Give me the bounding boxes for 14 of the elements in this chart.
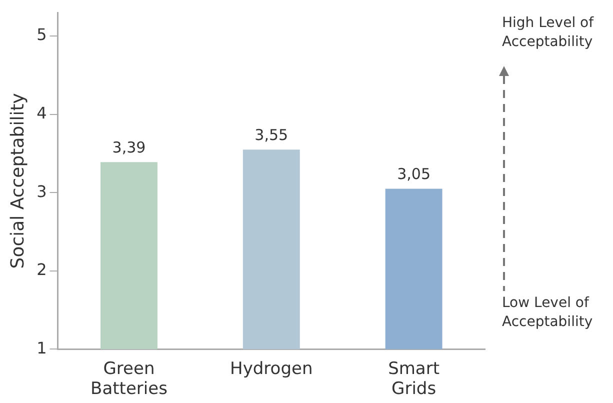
text: High Level of Acceptability (502, 14, 595, 52)
x-tick-label: Hydrogen (230, 358, 313, 379)
y-tick-label: 1 (36, 338, 47, 358)
data-label: 3,39 (112, 138, 146, 157)
data-label: 3,55 (254, 126, 288, 144)
y-tick-label: 3 (36, 182, 47, 201)
text: Low Level of Acceptability (502, 294, 594, 332)
y-axis-title: Social Acceptability (7, 92, 28, 269)
data-label: 3,05 (397, 165, 430, 184)
x-tick-label: Green Batteries (90, 358, 168, 400)
y-tick-label: 2 (36, 260, 47, 280)
y-tick-label: 5 (36, 25, 47, 44)
x-tick-label: Smart Grids (388, 358, 440, 400)
y-tick-label: 4 (36, 104, 47, 123)
